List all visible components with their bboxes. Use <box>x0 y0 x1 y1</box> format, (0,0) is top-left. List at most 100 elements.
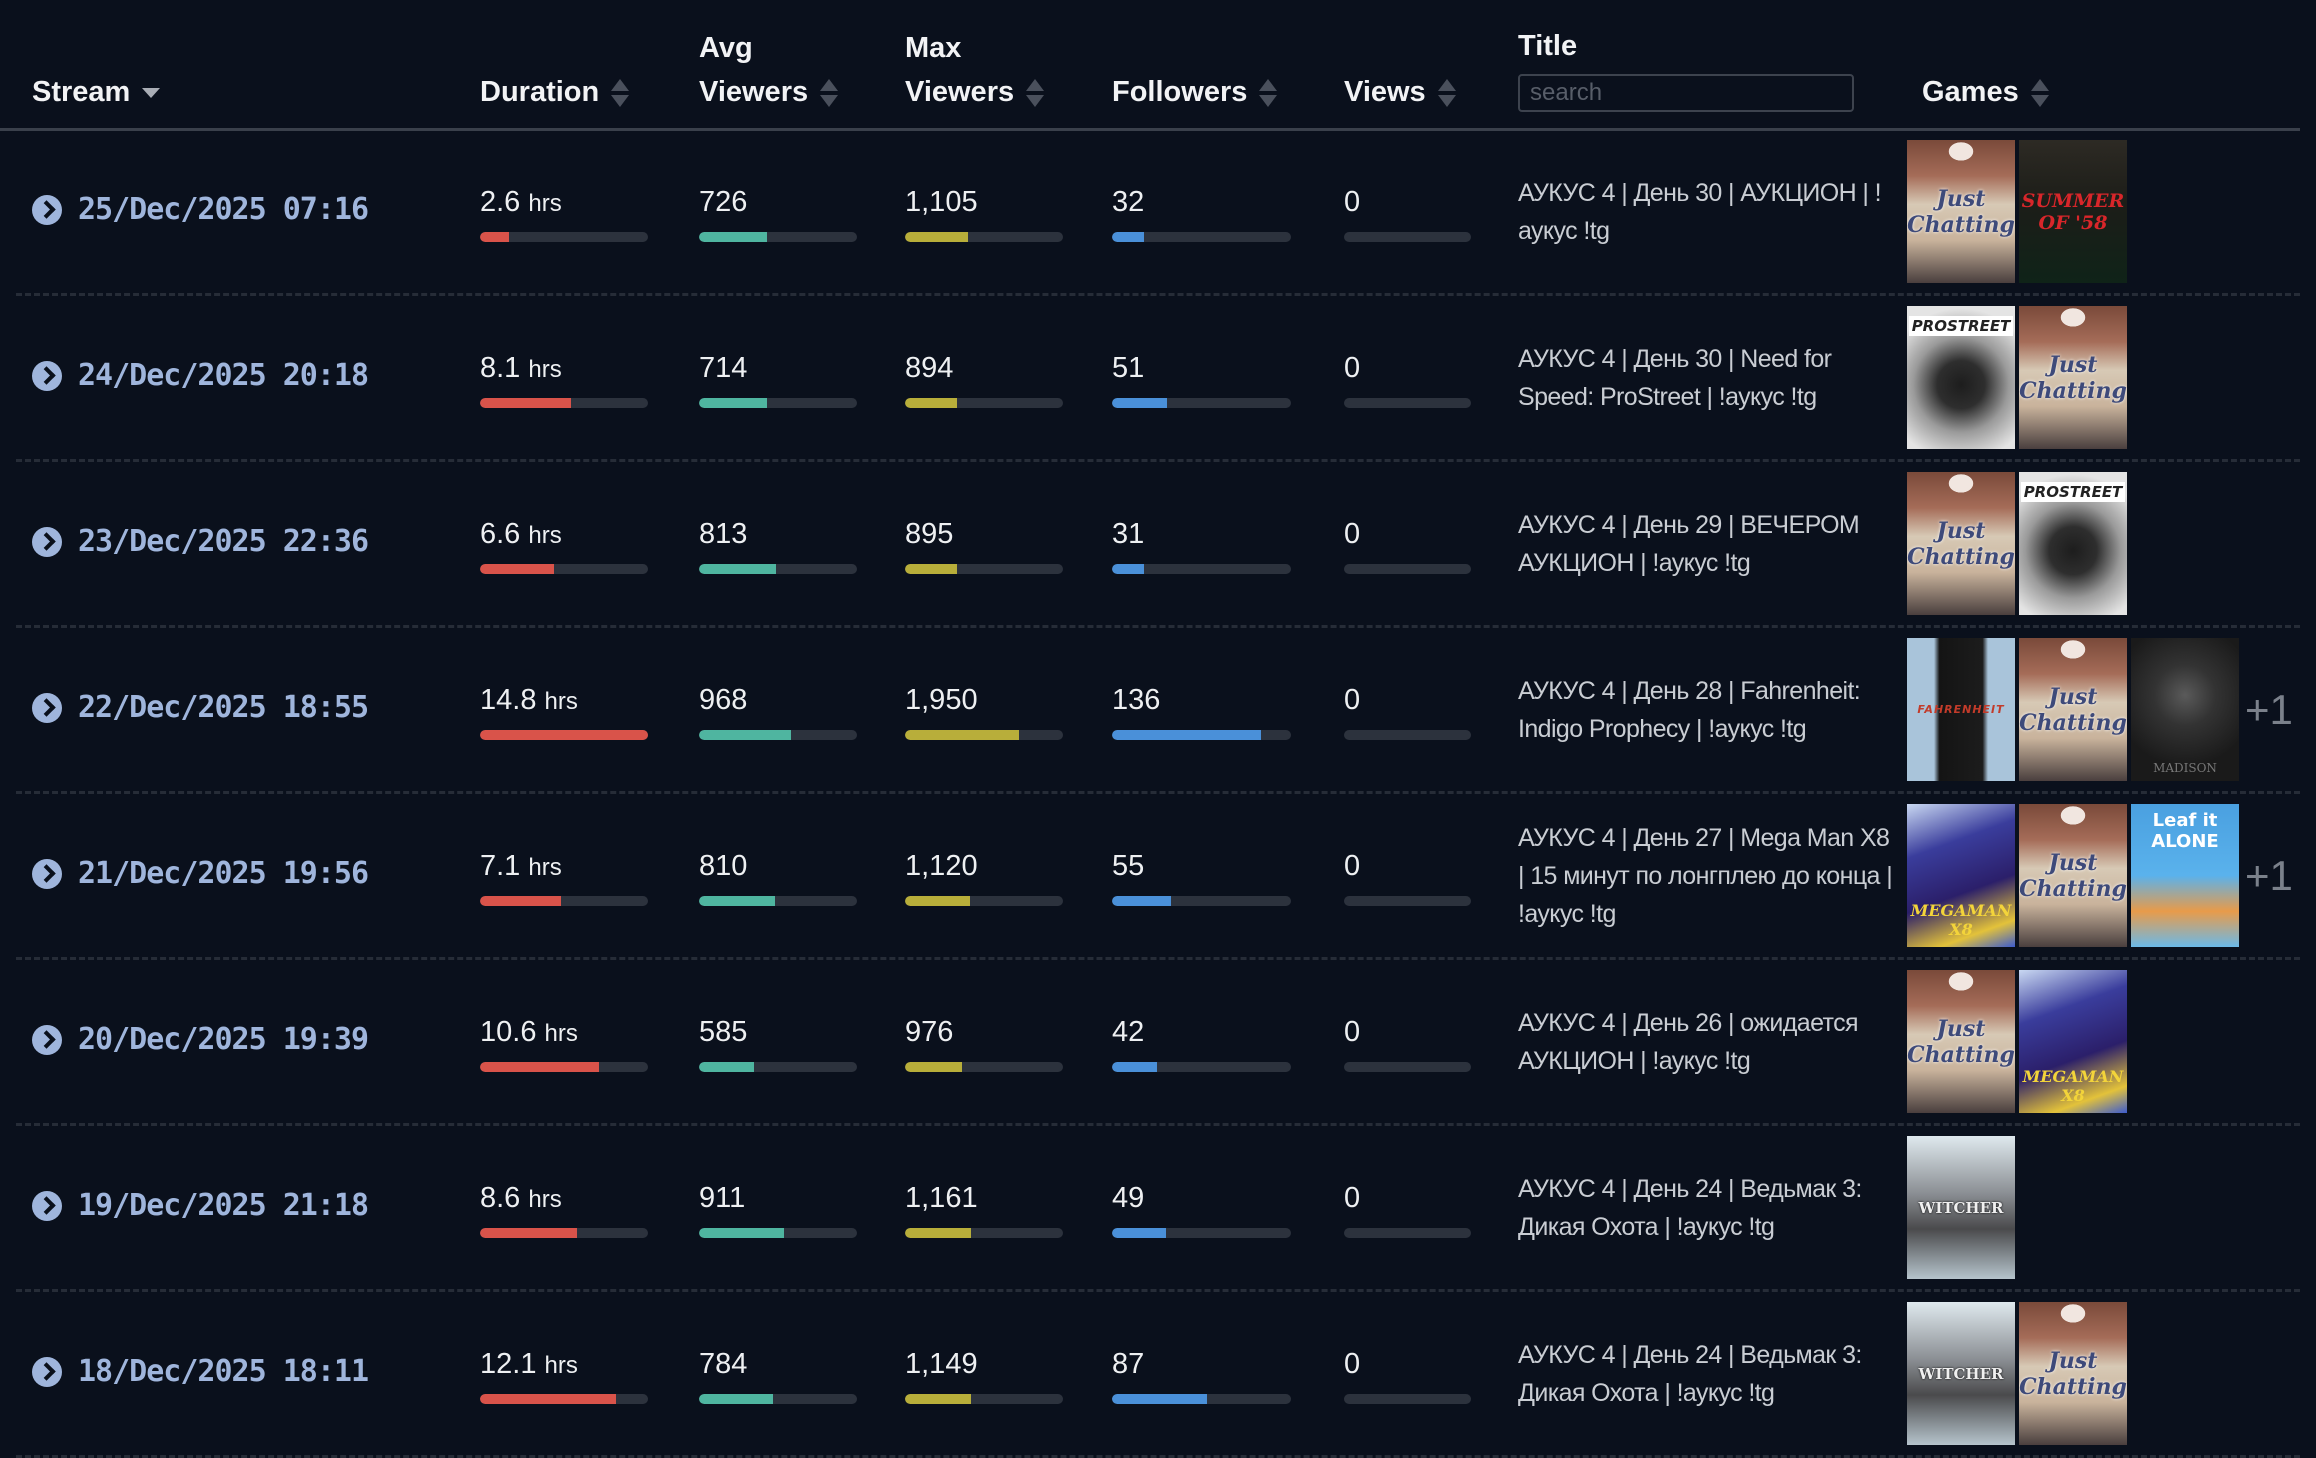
column-label: Stream <box>32 76 131 108</box>
max-number: 1,149 <box>905 1348 978 1380</box>
chevron-right-icon <box>32 1024 62 1055</box>
duration-value: 12.1 hrs <box>480 1348 578 1381</box>
column-duration[interactable]: Duration <box>480 72 630 112</box>
duration-bar <box>480 232 648 242</box>
max-bar <box>905 896 1063 906</box>
game-thumbnail-witcher-3[interactable]: WITCHER <box>1907 1136 2015 1279</box>
views-number: 0 <box>1344 1016 1361 1048</box>
hours-unit: hrs <box>544 1352 578 1379</box>
max-value: 1,120 <box>905 850 978 883</box>
avg-number: 585 <box>699 1016 748 1048</box>
more-games-count[interactable]: +1 <box>2245 685 2293 733</box>
column-title: Title <box>1518 30 1578 62</box>
max-value: 1,161 <box>905 1182 978 1215</box>
duration-value: 8.1 hrs <box>480 352 562 385</box>
followers-number: 87 <box>1112 1348 1145 1380</box>
followers-value: 49 <box>1112 1182 1144 1215</box>
game-logo-text: SUMMER OF '58 <box>2021 189 2125 234</box>
game-thumbnail-just-chatting[interactable]: Just Chatting <box>1907 472 2015 615</box>
stream-link[interactable]: 20/Dec/2025 19:39 <box>32 1022 369 1057</box>
game-thumbnail-madison[interactable]: MADISON <box>2131 638 2239 781</box>
followers-bar <box>1112 730 1291 740</box>
stream-link[interactable]: 22/Dec/2025 18:55 <box>32 690 369 725</box>
max-bar <box>905 1394 1063 1404</box>
duration-number: 10.6 <box>480 1016 537 1048</box>
column-label: Followers <box>1112 76 1248 108</box>
game-thumbnail-just-chatting[interactable]: Just Chatting <box>1907 970 2015 1113</box>
game-thumbnail-just-chatting[interactable]: Just Chatting <box>2019 1302 2127 1445</box>
title-search-input[interactable] <box>1518 74 1854 112</box>
avg-number: 810 <box>699 850 748 882</box>
sort-icon[interactable] <box>611 79 630 108</box>
followers-number: 32 <box>1112 186 1145 218</box>
game-thumbnail-witcher-3[interactable]: WITCHER <box>1907 1302 2015 1445</box>
avg-value: 585 <box>699 1016 747 1049</box>
game-thumbnail-just-chatting[interactable]: Just Chatting <box>2019 804 2127 947</box>
game-thumbnail-just-chatting[interactable]: Just Chatting <box>2019 638 2127 781</box>
followers-number: 136 <box>1112 684 1161 716</box>
stream-title: АУКУС 4 | День 27 | Mega Man X8 | 15 мин… <box>1518 823 1893 928</box>
column-stream[interactable]: Stream <box>32 72 161 112</box>
max-bar <box>905 232 1063 242</box>
duration-bar <box>480 1394 648 1404</box>
sort-desc-icon[interactable] <box>142 88 161 99</box>
max-number: 1,120 <box>905 850 978 882</box>
stream-link[interactable]: 24/Dec/2025 20:18 <box>32 358 369 393</box>
column-label: Viewers <box>699 76 809 108</box>
sort-icon[interactable] <box>2030 79 2049 108</box>
more-games-count[interactable]: +1 <box>2245 851 2293 899</box>
column-avg-viewers[interactable]: Avg Viewers <box>699 28 839 112</box>
column-games[interactable]: Games <box>1922 72 2049 112</box>
chevron-right-icon <box>32 692 62 723</box>
stream-title: АУКУС 4 | День 29 | ВЕЧЕРОМ АУКЦИОН | !а… <box>1518 510 1860 577</box>
max-value: 895 <box>905 518 953 551</box>
stream-link[interactable]: 23/Dec/2025 22:36 <box>32 524 369 559</box>
game-thumbnail-prostreet[interactable]: PROSTREET <box>2019 472 2127 615</box>
game-logo-text: Just Chatting <box>2019 1347 2127 1400</box>
views-bar <box>1344 896 1471 906</box>
followers-bar <box>1112 398 1291 408</box>
max-number: 894 <box>905 352 954 384</box>
game-thumbnail-megaman-x8[interactable]: MEGAMAN X8 <box>1907 804 2015 947</box>
stream-title: АУКУС 4 | День 24 | Ведьмак 3: Дикая Охо… <box>1518 1174 1862 1241</box>
game-thumbnail-just-chatting[interactable]: Just Chatting <box>1907 140 2015 283</box>
game-logo-text: Just Chatting <box>1907 1015 2015 1068</box>
sort-icon[interactable] <box>1259 79 1278 108</box>
duration-value: 7.1 hrs <box>480 850 562 883</box>
column-views[interactable]: Views <box>1344 72 1456 112</box>
column-max-viewers[interactable]: Max Viewers <box>905 28 1045 112</box>
followers-bar-fill <box>1112 1228 1166 1238</box>
game-thumbnail-leaf-it-alone[interactable]: Leaf it ALONE <box>2131 804 2239 947</box>
views-number: 0 <box>1344 850 1361 882</box>
followers-value: 32 <box>1112 186 1144 219</box>
stream-link[interactable]: 21/Dec/2025 19:56 <box>32 856 369 891</box>
stream-date: 19/Dec/2025 21:18 <box>78 1188 369 1223</box>
chevron-right-icon <box>32 1356 62 1387</box>
stream-link[interactable]: 19/Dec/2025 21:18 <box>32 1188 369 1223</box>
followers-value: 136 <box>1112 684 1160 717</box>
games-list: Just Chatting PROSTREET <box>1907 472 2131 615</box>
game-thumbnail-just-chatting[interactable]: Just Chatting <box>2019 306 2127 449</box>
duration-bar <box>480 1228 648 1238</box>
game-logo-text: Just Chatting <box>1907 517 2015 570</box>
game-thumbnail-summer-of-58[interactable]: SUMMER OF '58 <box>2019 140 2127 283</box>
game-thumbnail-prostreet[interactable]: PROSTREET <box>1907 306 2015 449</box>
max-bar <box>905 564 1063 574</box>
sort-icon[interactable] <box>1437 79 1456 108</box>
duration-bar <box>480 564 648 574</box>
stream-link[interactable]: 18/Dec/2025 18:11 <box>32 1354 369 1389</box>
followers-bar <box>1112 1228 1291 1238</box>
sort-icon[interactable] <box>820 79 839 108</box>
views-bar <box>1344 1228 1471 1238</box>
games-list: PROSTREET Just Chatting <box>1907 306 2131 449</box>
stream-link[interactable]: 25/Dec/2025 07:16 <box>32 192 369 227</box>
game-logo-text: PROSTREET <box>1908 316 2014 336</box>
sort-icon[interactable] <box>1026 79 1045 108</box>
game-thumbnail-megaman-x8[interactable]: MEGAMAN X8 <box>2019 970 2127 1113</box>
column-followers[interactable]: Followers <box>1112 72 1278 112</box>
max-bar-fill <box>905 564 958 574</box>
game-thumbnail-fahrenheit[interactable]: FAHRENHEIT <box>1907 638 2015 781</box>
games-list: Just Chatting MEGAMAN X8 <box>1907 970 2131 1113</box>
followers-bar <box>1112 1062 1291 1072</box>
game-logo-text: WITCHER <box>1918 1364 2004 1383</box>
